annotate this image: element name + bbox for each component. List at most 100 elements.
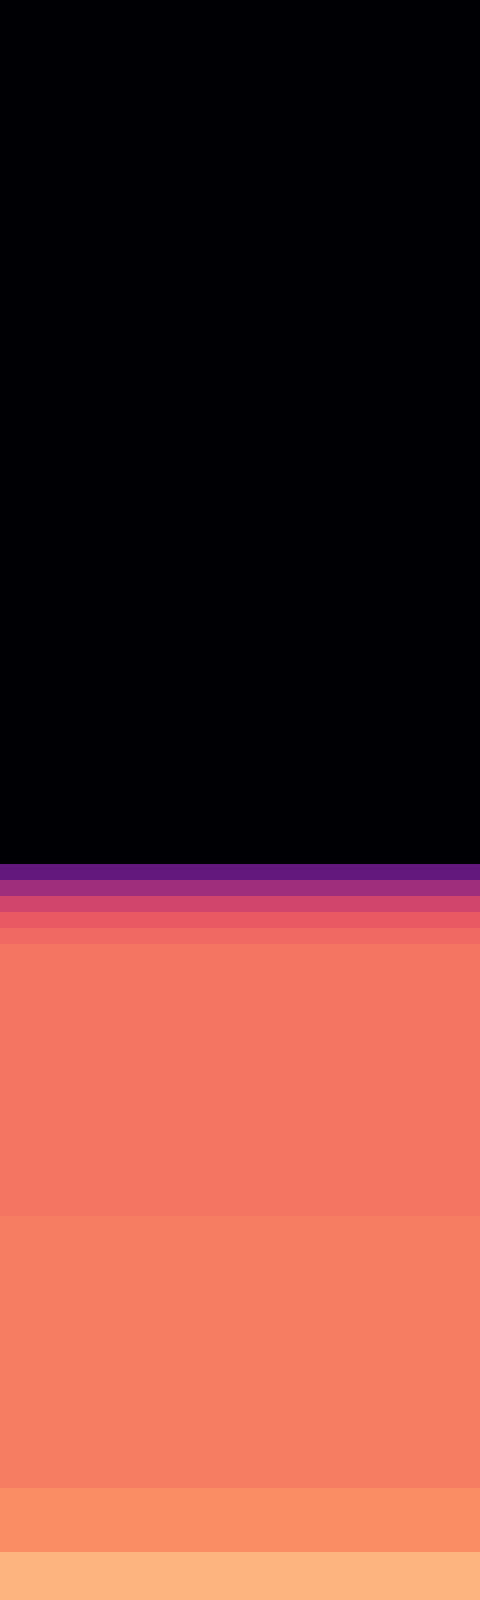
cell <box>0 1280 480 1297</box>
cell <box>0 368 480 385</box>
cell <box>0 192 480 209</box>
chart-root <box>0 0 480 1600</box>
cell <box>0 288 480 305</box>
cell <box>0 912 480 929</box>
cell <box>0 1008 480 1025</box>
cell <box>0 640 480 657</box>
cell <box>0 240 480 257</box>
cell <box>0 320 480 337</box>
cell <box>0 416 480 433</box>
cell <box>0 160 480 177</box>
cell <box>0 928 480 945</box>
cell <box>0 608 480 625</box>
cell <box>0 464 480 481</box>
cell <box>0 1408 480 1425</box>
cell <box>0 1552 480 1569</box>
cell <box>0 752 480 769</box>
cell <box>0 432 480 449</box>
cell <box>0 1200 480 1217</box>
cell <box>0 976 480 993</box>
cell <box>0 256 480 273</box>
cell <box>0 1264 480 1281</box>
cell <box>0 1312 480 1329</box>
cell <box>0 128 480 145</box>
cell <box>0 624 480 641</box>
cell <box>0 656 480 673</box>
cell <box>0 800 480 817</box>
cell <box>0 304 480 321</box>
cell <box>0 0 480 17</box>
cell <box>0 1184 480 1201</box>
cell <box>0 1104 480 1121</box>
cell <box>0 720 480 737</box>
cell <box>0 1088 480 1105</box>
cell <box>0 64 480 81</box>
cell <box>0 1072 480 1089</box>
cell <box>0 960 480 977</box>
cell <box>0 1216 480 1233</box>
cell <box>0 816 480 833</box>
cell <box>0 1328 480 1345</box>
cell <box>0 768 480 785</box>
cell <box>0 384 480 401</box>
cell <box>0 688 480 705</box>
cell <box>0 1040 480 1057</box>
cell <box>0 1584 480 1600</box>
cell <box>0 1024 480 1041</box>
cell <box>0 880 480 897</box>
cell <box>0 1440 480 1457</box>
cell <box>0 848 480 865</box>
cell <box>0 992 480 1009</box>
cell <box>0 144 480 161</box>
cell <box>0 176 480 193</box>
cell <box>0 1360 480 1377</box>
cell <box>0 1504 480 1521</box>
cell <box>0 704 480 721</box>
cell <box>0 896 480 913</box>
cell <box>0 1168 480 1185</box>
cell <box>0 512 480 529</box>
cells <box>0 0 480 1600</box>
cell <box>0 336 480 353</box>
cell <box>0 448 480 465</box>
cell <box>0 1488 480 1505</box>
cell <box>0 48 480 65</box>
cell <box>0 496 480 513</box>
cell <box>0 96 480 113</box>
cell <box>0 480 480 497</box>
cell <box>0 224 480 241</box>
cell <box>0 352 480 369</box>
cell <box>0 1296 480 1313</box>
cell <box>0 1472 480 1489</box>
cell <box>0 1568 480 1585</box>
cell <box>0 16 480 33</box>
cell <box>0 1424 480 1441</box>
cell <box>0 1152 480 1169</box>
cell <box>0 1120 480 1137</box>
cell <box>0 1248 480 1265</box>
cell <box>0 1520 480 1537</box>
cell <box>0 1376 480 1393</box>
cell <box>0 528 480 545</box>
cell <box>0 944 480 961</box>
cell <box>0 1456 480 1473</box>
cell <box>0 272 480 289</box>
cell <box>0 576 480 593</box>
cell <box>0 544 480 561</box>
cell <box>0 784 480 801</box>
cell <box>0 1392 480 1409</box>
cell <box>0 1344 480 1361</box>
cell <box>0 560 480 577</box>
cell <box>0 832 480 849</box>
cell <box>0 112 480 129</box>
cell <box>0 1136 480 1153</box>
cell <box>0 736 480 753</box>
cell <box>0 80 480 97</box>
cell <box>0 32 480 49</box>
cell <box>0 672 480 689</box>
cell <box>0 1232 480 1249</box>
spectrogram <box>0 0 480 1600</box>
cell <box>0 208 480 225</box>
cell <box>0 400 480 417</box>
cell <box>0 1536 480 1553</box>
